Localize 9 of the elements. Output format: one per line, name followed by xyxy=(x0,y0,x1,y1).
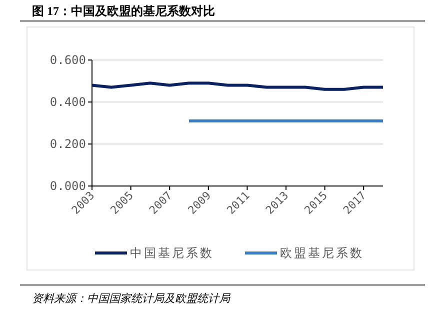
y-tick-label: 0.200 xyxy=(50,137,86,151)
chart-title: 图 17：中国及欧盟的基尼系数对比 xyxy=(32,4,215,18)
legend-label: 欧盟基尼系数 xyxy=(280,246,364,260)
y-tick-label: 0.600 xyxy=(50,53,86,67)
line-series xyxy=(90,82,384,91)
text: 资料来源：中国国家统计局及欧盟统计局 xyxy=(32,292,231,305)
y-tick-label: 0.400 xyxy=(50,95,86,109)
legend-label: 中国基尼系数 xyxy=(130,246,214,260)
y-tick-label: 0.000 xyxy=(50,179,86,193)
